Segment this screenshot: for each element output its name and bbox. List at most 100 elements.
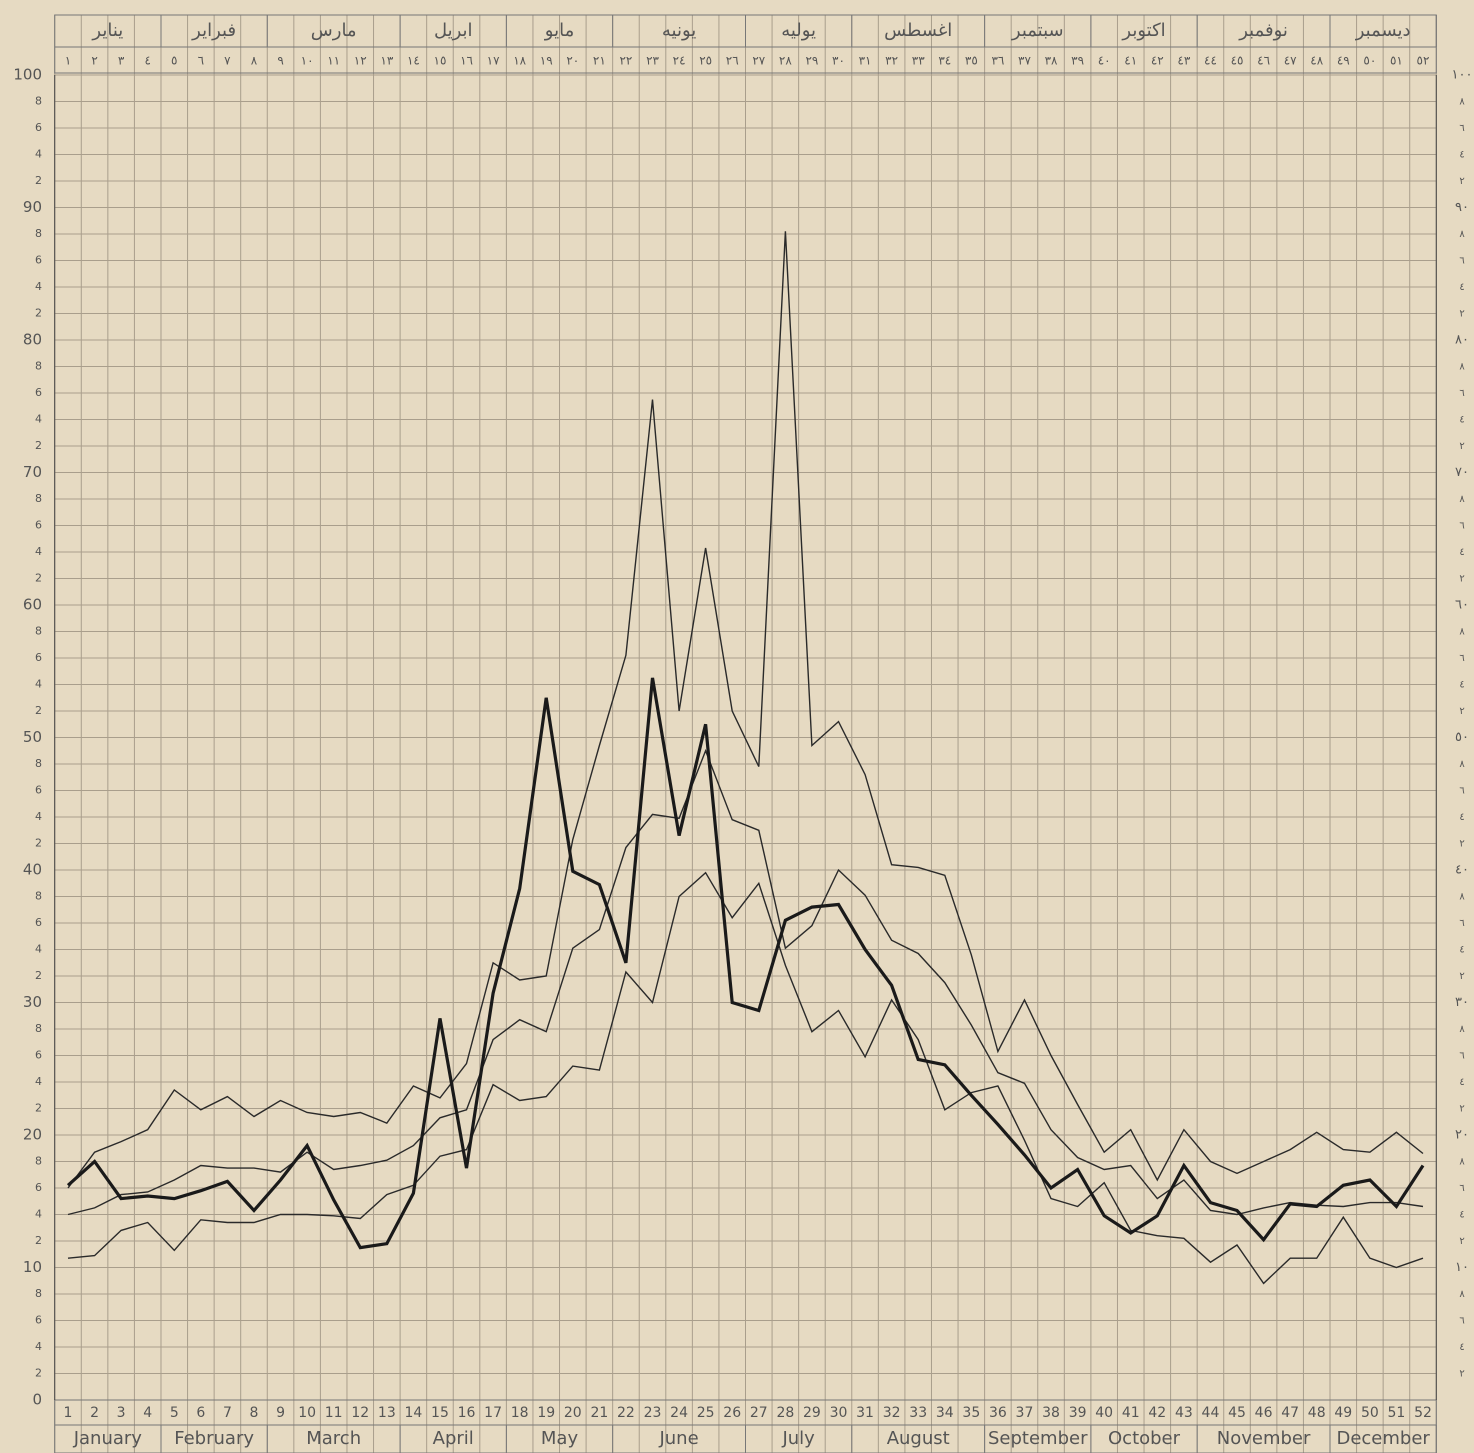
x-tick-label: 12 bbox=[351, 1405, 369, 1421]
y-tick-label: 80 bbox=[23, 331, 42, 349]
y2-tick-label: ٨ bbox=[1459, 1157, 1465, 1168]
x-tick-label: 25 bbox=[697, 1405, 715, 1421]
x-tick-label: 35 bbox=[962, 1405, 980, 1421]
x-tick-label: 52 bbox=[1414, 1405, 1432, 1421]
top-week-label: ٨ bbox=[251, 54, 258, 68]
series-line bbox=[66, 677, 1425, 1250]
y2-tick-label: ٤ bbox=[1459, 945, 1464, 956]
x-tick-label: 39 bbox=[1069, 1405, 1087, 1421]
y-tick-label: 4 bbox=[35, 1208, 42, 1221]
y-tick-label: 6 bbox=[35, 784, 42, 797]
top-week-label: ١ bbox=[65, 54, 71, 68]
y-tick-label: 8 bbox=[35, 95, 42, 108]
y-tick-label: 30 bbox=[23, 993, 42, 1011]
y2-tick-label: ٤ bbox=[1459, 1077, 1464, 1088]
x-tick-label: 33 bbox=[909, 1405, 927, 1421]
top-week-label: ٣٤ bbox=[938, 54, 951, 68]
top-month-label: فبراير bbox=[191, 20, 236, 41]
series-line bbox=[67, 871, 1424, 1285]
x-tick-label: 36 bbox=[989, 1405, 1007, 1421]
y-tick-label: 10 bbox=[23, 1258, 42, 1276]
x-month-label: June bbox=[658, 1428, 698, 1449]
y2-tick-label: ٢ bbox=[1459, 839, 1464, 850]
y2-tick-label: ٤ bbox=[1459, 547, 1464, 558]
y2-tick-label: ٤ bbox=[1459, 680, 1464, 691]
y2-tick-label: ٤ bbox=[1459, 1342, 1464, 1353]
y-tick-label: 8 bbox=[35, 1155, 42, 1168]
x-tick-label: 32 bbox=[883, 1405, 901, 1421]
y2-tick-label: ٨ bbox=[1459, 892, 1465, 903]
y2-tick-label: ٨ bbox=[1459, 97, 1465, 108]
y-tick-label: 2 bbox=[35, 174, 42, 187]
y-tick-label: 50 bbox=[23, 728, 42, 746]
y2-tick-label: ٦ bbox=[1459, 653, 1464, 664]
y-tick-label: 2 bbox=[35, 1102, 42, 1115]
y-tick-label: 2 bbox=[35, 439, 42, 452]
top-month-label: ديسمبر bbox=[1355, 20, 1411, 41]
top-week-label: ١٨ bbox=[513, 54, 526, 68]
top-week-label: ١٤ bbox=[407, 54, 420, 68]
top-week-label: ٢٠ bbox=[566, 54, 579, 68]
y2-tick-label: ٨ bbox=[1459, 1024, 1465, 1035]
top-week-label: ١٢ bbox=[354, 54, 367, 68]
top-week-label: ٤ bbox=[144, 54, 150, 68]
x-tick-label: 6 bbox=[196, 1405, 205, 1421]
top-week-label: ٤٨ bbox=[1310, 54, 1323, 68]
x-tick-label: 31 bbox=[856, 1405, 874, 1421]
x-tick-label: 45 bbox=[1228, 1405, 1246, 1421]
x-tick-label: 20 bbox=[564, 1405, 582, 1421]
y2-tick-label: ٦ bbox=[1459, 256, 1464, 267]
top-week-label: ٤٧ bbox=[1284, 54, 1297, 68]
top-week-label: ١٧ bbox=[487, 54, 500, 68]
top-month-label: نوفمبر bbox=[1238, 20, 1288, 41]
y2-tick-label: ٨ bbox=[1459, 229, 1465, 240]
x-tick-label: 8 bbox=[250, 1405, 259, 1421]
y2-tick-label: ٨ bbox=[1459, 1289, 1465, 1300]
top-month-label: مارس bbox=[311, 20, 357, 41]
x-tick-label: 16 bbox=[458, 1405, 476, 1421]
x-month-label: February bbox=[174, 1428, 254, 1449]
top-month-label: يناير bbox=[91, 20, 123, 41]
x-tick-label: 46 bbox=[1255, 1405, 1273, 1421]
top-week-label: ٣٩ bbox=[1071, 54, 1084, 68]
x-tick-label: 18 bbox=[511, 1405, 529, 1421]
y-tick-label: 6 bbox=[35, 1181, 42, 1194]
series-line bbox=[67, 231, 1424, 1189]
top-week-label: ٢٨ bbox=[779, 54, 792, 68]
x-tick-label: 37 bbox=[1016, 1405, 1034, 1421]
x-tick-label: 40 bbox=[1095, 1405, 1113, 1421]
x-tick-label: 43 bbox=[1175, 1405, 1193, 1421]
y2-tick-label: ٢ bbox=[1459, 441, 1464, 452]
x-tick-label: 50 bbox=[1361, 1405, 1379, 1421]
top-month-label: ابريل bbox=[434, 20, 473, 41]
x-month-label: August bbox=[887, 1428, 950, 1449]
y2-tick-label: ٦ bbox=[1459, 388, 1464, 399]
y2-tick-label: ٦ bbox=[1459, 521, 1464, 532]
y-tick-label: 4 bbox=[35, 413, 42, 426]
y-tick-label: 6 bbox=[35, 1049, 42, 1062]
top-month-label: يونيه bbox=[662, 20, 696, 41]
top-week-label: ٤٢ bbox=[1151, 54, 1164, 68]
x-tick-label: 28 bbox=[776, 1405, 794, 1421]
x-tick-label: 27 bbox=[750, 1405, 768, 1421]
x-month-label: July bbox=[781, 1428, 815, 1449]
y-tick-label: 4 bbox=[35, 545, 42, 558]
top-week-label: ٣٢ bbox=[885, 54, 898, 68]
y2-tick-label: ٢ bbox=[1459, 1104, 1464, 1115]
y2-tick-label: ٦ bbox=[1459, 1316, 1464, 1327]
top-week-label: ١٦ bbox=[460, 54, 473, 68]
y2-tick-label: ٨ bbox=[1459, 362, 1465, 373]
top-week-label: ٢٢ bbox=[619, 54, 632, 68]
top-month-label: اكتوبر bbox=[1121, 20, 1165, 41]
top-week-label: ٤٤ bbox=[1204, 54, 1217, 68]
top-month-label: مايو bbox=[544, 20, 574, 41]
y2-tick-label: ٦ bbox=[1459, 918, 1464, 929]
x-tick-label: 44 bbox=[1202, 1405, 1220, 1421]
top-month-label: يوليه bbox=[781, 20, 816, 41]
y-tick-label: 6 bbox=[35, 651, 42, 664]
top-week-label: ٣٨ bbox=[1045, 54, 1058, 68]
y2-tick-label: ٨ bbox=[1459, 759, 1465, 770]
y-tick-label: 0 bbox=[32, 1391, 42, 1409]
x-tick-label: 15 bbox=[431, 1405, 449, 1421]
top-week-label: ١٥ bbox=[434, 54, 447, 68]
